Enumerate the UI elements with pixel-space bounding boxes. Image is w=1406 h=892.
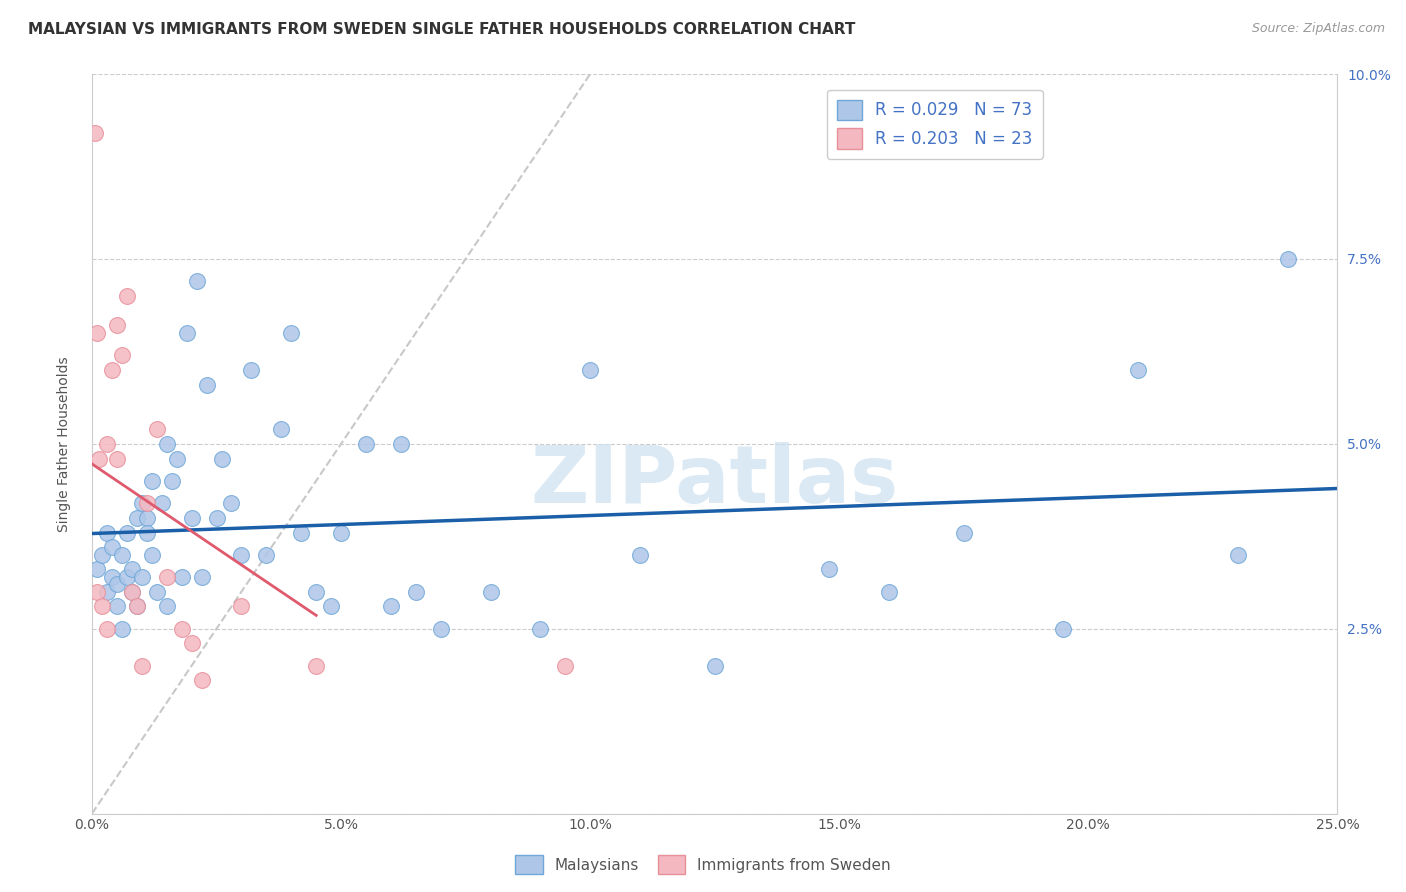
Point: [96, 437, 118, 451]
Point: [877, 584, 900, 599]
Point: [101, 363, 124, 377]
Point: [231, 548, 253, 562]
Point: [170, 570, 193, 584]
Point: [195, 377, 218, 392]
Point: [156, 437, 179, 451]
Point: [125, 510, 148, 524]
Point: [160, 474, 183, 488]
Point: [205, 510, 228, 524]
Point: [141, 548, 163, 562]
Point: [91, 548, 114, 562]
Point: [131, 496, 153, 510]
Point: [389, 437, 412, 451]
Point: [703, 658, 725, 673]
Point: [1052, 622, 1074, 636]
Point: [96, 622, 118, 636]
Point: [105, 599, 128, 614]
Point: [479, 584, 502, 599]
Point: [131, 658, 153, 673]
Point: [96, 584, 118, 599]
Point: [380, 599, 402, 614]
Point: [111, 622, 134, 636]
Point: [1126, 363, 1149, 377]
Point: [121, 584, 143, 599]
Point: [280, 326, 302, 340]
Point: [111, 348, 134, 362]
Point: [135, 525, 157, 540]
Point: [818, 562, 841, 576]
Point: [190, 673, 212, 688]
Point: [146, 584, 169, 599]
Point: [254, 548, 277, 562]
Point: [190, 570, 212, 584]
Legend: Malaysians, Immigrants from Sweden: Malaysians, Immigrants from Sweden: [509, 849, 897, 880]
Point: [135, 496, 157, 510]
Point: [290, 525, 312, 540]
Point: [529, 622, 551, 636]
Point: [628, 548, 651, 562]
Point: [135, 510, 157, 524]
Legend: R = 0.029   N = 73, R = 0.203   N = 23: R = 0.029 N = 73, R = 0.203 N = 23: [827, 90, 1043, 159]
Point: [354, 437, 377, 451]
Point: [86, 584, 108, 599]
Point: [111, 548, 134, 562]
Point: [1277, 252, 1299, 266]
Point: [105, 451, 128, 466]
Point: [115, 525, 138, 540]
Point: [115, 289, 138, 303]
Point: [170, 622, 193, 636]
Point: [83, 126, 105, 140]
Point: [115, 570, 138, 584]
Y-axis label: Single Father Households: Single Father Households: [58, 356, 72, 532]
Point: [121, 562, 143, 576]
Point: [166, 451, 188, 466]
Point: [405, 584, 427, 599]
Point: [156, 599, 179, 614]
Point: [305, 584, 328, 599]
Point: [141, 474, 163, 488]
Point: [305, 658, 328, 673]
Point: [211, 451, 233, 466]
Point: [86, 562, 108, 576]
Point: [150, 496, 173, 510]
Point: [146, 422, 169, 436]
Point: [221, 496, 243, 510]
Text: ZIPatlas: ZIPatlas: [530, 442, 898, 520]
Point: [180, 636, 202, 650]
Point: [86, 326, 108, 340]
Point: [180, 510, 202, 524]
Point: [1226, 548, 1249, 562]
Point: [125, 599, 148, 614]
Point: [105, 318, 128, 333]
Point: [176, 326, 198, 340]
Point: [270, 422, 292, 436]
Point: [186, 274, 208, 288]
Point: [952, 525, 974, 540]
Text: MALAYSIAN VS IMMIGRANTS FROM SWEDEN SINGLE FATHER HOUSEHOLDS CORRELATION CHART: MALAYSIAN VS IMMIGRANTS FROM SWEDEN SING…: [28, 22, 855, 37]
Point: [101, 541, 124, 555]
Point: [579, 363, 602, 377]
Point: [91, 599, 114, 614]
Point: [330, 525, 353, 540]
Point: [105, 577, 128, 591]
Point: [554, 658, 576, 673]
Point: [156, 570, 179, 584]
Point: [231, 599, 253, 614]
Point: [96, 525, 118, 540]
Point: [321, 599, 343, 614]
Point: [240, 363, 263, 377]
Point: [89, 451, 111, 466]
Text: Source: ZipAtlas.com: Source: ZipAtlas.com: [1251, 22, 1385, 36]
Point: [125, 599, 148, 614]
Point: [101, 570, 124, 584]
Point: [121, 584, 143, 599]
Point: [429, 622, 451, 636]
Point: [131, 570, 153, 584]
